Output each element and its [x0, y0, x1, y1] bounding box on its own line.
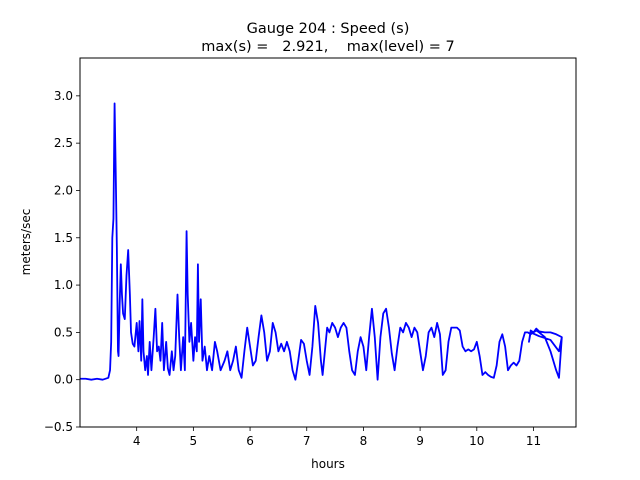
y-tick-label-1: 0.0 [54, 373, 73, 387]
x-tick-label-4: 8 [360, 434, 368, 448]
y-axis-label: meters/sec [19, 209, 33, 276]
plot-area [79, 57, 577, 428]
y-tick-label-3: 1.0 [54, 278, 73, 292]
x-tick-label-0: 4 [133, 434, 141, 448]
series-line-0 [80, 102, 563, 381]
y-tick-label-7: 3.0 [54, 89, 73, 103]
x-tick-label-6: 10 [469, 434, 484, 448]
x-axis-label: hours [311, 457, 345, 471]
y-tick-label-4: 1.5 [54, 231, 73, 245]
x-tick-label-3: 7 [303, 434, 311, 448]
y-axis-ticks: −0.5 0.0 0.5 1.0 1.5 2.0 2.5 3.0 [44, 89, 80, 434]
x-tick-label-2: 6 [246, 434, 254, 448]
y-tick-label-0: −0.5 [44, 420, 73, 434]
chart-title-line1: Gauge 204 : Speed (s) [247, 21, 410, 37]
x-tick-label-7: 11 [526, 434, 541, 448]
y-tick-label-2: 0.5 [54, 325, 73, 339]
x-tick-label-5: 9 [416, 434, 424, 448]
x-axis-ticks: 4 5 6 7 8 9 10 11 [133, 427, 541, 448]
chart-title-line2: max(s) = 2.921, max(level) = 7 [201, 39, 455, 55]
axes-frame [79, 57, 577, 428]
series-layer [80, 102, 563, 381]
x-tick-label-1: 5 [190, 434, 198, 448]
y-tick-label-6: 2.5 [54, 136, 73, 150]
y-tick-label-5: 2.0 [54, 183, 73, 197]
